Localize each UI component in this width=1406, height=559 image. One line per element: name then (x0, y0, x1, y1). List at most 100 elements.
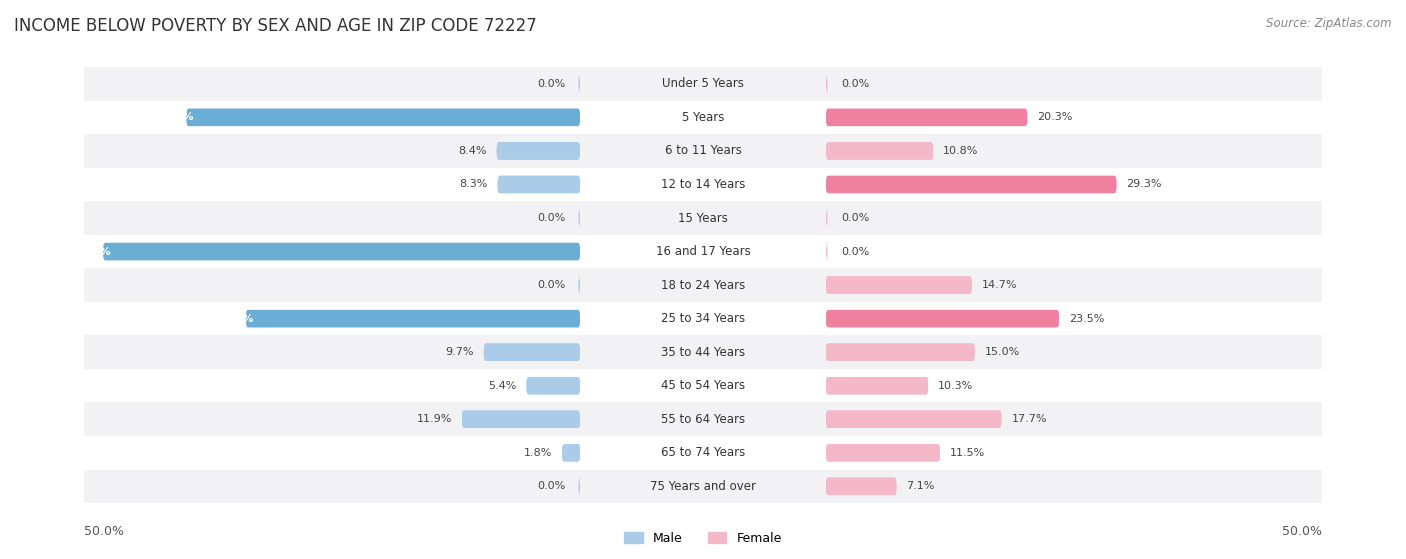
Text: 10.3%: 10.3% (938, 381, 973, 391)
Bar (84, 335, 579, 369)
Bar (579, 369, 825, 402)
Bar (84, 201, 579, 235)
Text: 18 to 24 Years: 18 to 24 Years (661, 278, 745, 292)
Bar (84, 101, 579, 134)
Text: 10.8%: 10.8% (943, 146, 979, 156)
Bar (84, 402, 579, 436)
Bar (84, 302, 579, 335)
Bar (825, 268, 1322, 302)
FancyBboxPatch shape (103, 243, 579, 260)
Bar (825, 201, 1322, 235)
Bar (825, 470, 1322, 503)
Text: 33.7%: 33.7% (215, 314, 254, 324)
Text: INCOME BELOW POVERTY BY SEX AND AGE IN ZIP CODE 72227: INCOME BELOW POVERTY BY SEX AND AGE IN Z… (14, 17, 537, 35)
Text: 16 and 17 Years: 16 and 17 Years (655, 245, 751, 258)
Bar (579, 335, 825, 369)
FancyBboxPatch shape (825, 176, 1116, 193)
FancyBboxPatch shape (463, 410, 579, 428)
FancyBboxPatch shape (825, 477, 897, 495)
Text: 0.0%: 0.0% (537, 280, 565, 290)
Text: 0.0%: 0.0% (537, 79, 565, 89)
Text: 12 to 14 Years: 12 to 14 Years (661, 178, 745, 191)
Bar (825, 168, 1322, 201)
Text: 5.4%: 5.4% (488, 381, 516, 391)
Bar (825, 101, 1322, 134)
Bar (579, 168, 825, 201)
Text: 15 Years: 15 Years (678, 211, 728, 225)
Bar (579, 402, 825, 436)
Bar (579, 134, 825, 168)
Bar (84, 268, 579, 302)
Bar (825, 402, 1322, 436)
Bar (84, 369, 579, 402)
Text: 29.3%: 29.3% (1126, 179, 1161, 190)
FancyBboxPatch shape (526, 377, 579, 395)
Bar (84, 268, 579, 302)
Bar (579, 235, 825, 268)
FancyBboxPatch shape (825, 343, 974, 361)
Text: 55 to 64 Years: 55 to 64 Years (661, 413, 745, 426)
Bar (825, 470, 1322, 503)
Text: 7.1%: 7.1% (907, 481, 935, 491)
Text: 11.9%: 11.9% (416, 414, 453, 424)
Text: 50.0%: 50.0% (84, 525, 124, 538)
FancyBboxPatch shape (578, 75, 581, 93)
Bar (825, 369, 1322, 402)
FancyBboxPatch shape (825, 410, 1001, 428)
Bar (825, 134, 1322, 168)
Bar (84, 134, 579, 168)
Bar (579, 402, 825, 436)
FancyBboxPatch shape (825, 142, 934, 160)
Text: 0.0%: 0.0% (537, 213, 565, 223)
Bar (825, 436, 1322, 470)
Text: 8.3%: 8.3% (460, 179, 488, 190)
Text: 50.0%: 50.0% (1282, 525, 1322, 538)
Text: 9.7%: 9.7% (446, 347, 474, 357)
FancyBboxPatch shape (825, 243, 828, 260)
FancyBboxPatch shape (496, 142, 579, 160)
FancyBboxPatch shape (825, 142, 934, 160)
Bar (84, 168, 579, 201)
Bar (84, 101, 579, 134)
FancyBboxPatch shape (562, 444, 579, 462)
FancyBboxPatch shape (498, 176, 579, 193)
FancyBboxPatch shape (578, 209, 581, 227)
FancyBboxPatch shape (825, 444, 941, 462)
FancyBboxPatch shape (498, 176, 579, 193)
FancyBboxPatch shape (825, 377, 928, 395)
FancyBboxPatch shape (484, 343, 579, 361)
Bar (579, 302, 825, 335)
FancyBboxPatch shape (246, 310, 579, 328)
Text: 35 to 44 Years: 35 to 44 Years (661, 345, 745, 359)
Text: 6 to 11 Years: 6 to 11 Years (665, 144, 741, 158)
Bar (84, 436, 579, 470)
Bar (579, 470, 825, 503)
Bar (579, 268, 825, 302)
FancyBboxPatch shape (578, 276, 581, 294)
FancyBboxPatch shape (103, 243, 579, 260)
Bar (825, 335, 1322, 369)
Text: 5 Years: 5 Years (682, 111, 724, 124)
Bar (84, 302, 579, 335)
Bar (579, 201, 825, 235)
Text: 25 to 34 Years: 25 to 34 Years (661, 312, 745, 325)
Text: 15.0%: 15.0% (984, 347, 1019, 357)
Bar (84, 470, 579, 503)
FancyBboxPatch shape (825, 209, 828, 227)
Bar (825, 67, 1322, 101)
FancyBboxPatch shape (825, 377, 928, 395)
Bar (825, 335, 1322, 369)
Bar (84, 335, 579, 369)
Bar (579, 134, 825, 168)
Bar (825, 67, 1322, 101)
FancyBboxPatch shape (825, 444, 941, 462)
Bar (84, 470, 579, 503)
Text: 48.1%: 48.1% (72, 247, 111, 257)
FancyBboxPatch shape (187, 108, 579, 126)
Text: Source: ZipAtlas.com: Source: ZipAtlas.com (1267, 17, 1392, 30)
Bar (579, 436, 825, 470)
Bar (825, 134, 1322, 168)
Bar (825, 402, 1322, 436)
FancyBboxPatch shape (496, 142, 579, 160)
FancyBboxPatch shape (463, 410, 579, 428)
